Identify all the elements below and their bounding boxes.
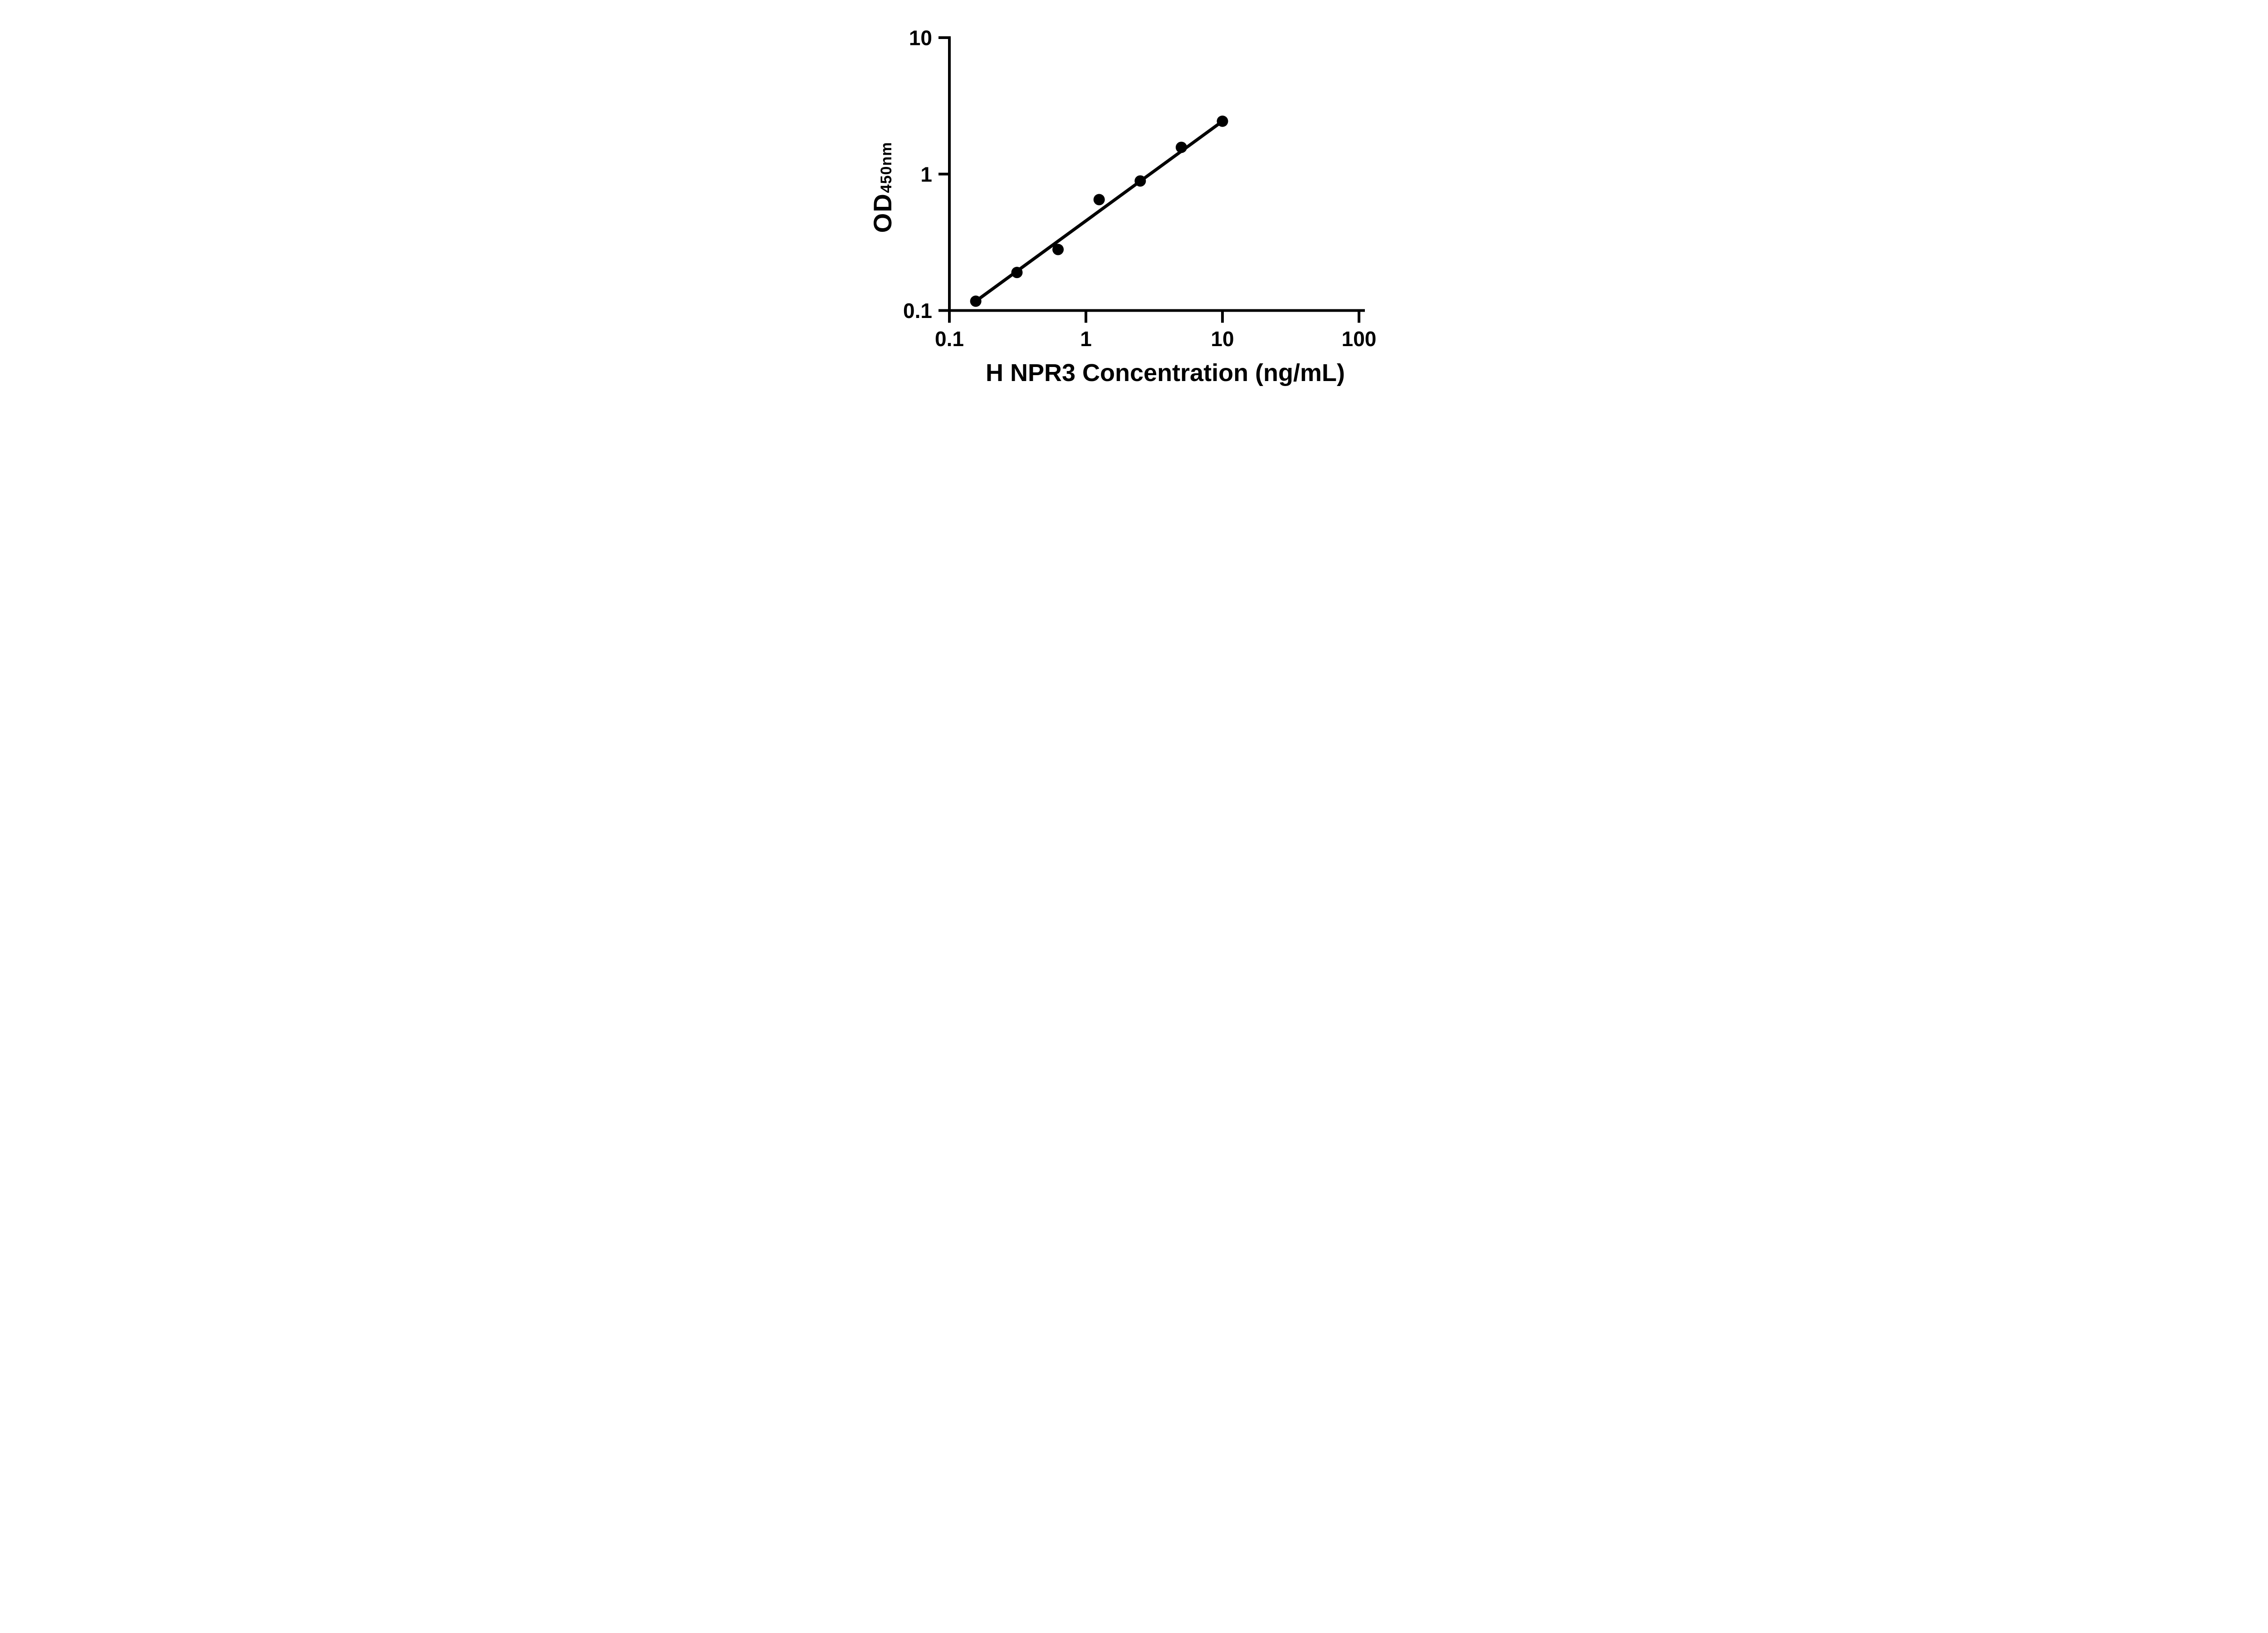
elisa-standard-curve-figure: 0.1 1 10 100 10 1 0.1 H NPR3 Concentration (ng… — [848, 0, 1420, 408]
data-point-3 — [1093, 194, 1105, 205]
chart-canvas: 0.1 1 10 100 10 1 0.1 H NPR3 Concentration (ng… — [868, 26, 1376, 387]
data-point-0 — [970, 295, 982, 307]
y-axis-title: OD450nm — [868, 142, 897, 233]
x-tick-label-0.1: 0.1 — [935, 327, 964, 351]
y-tick-label-10: 10 — [909, 26, 932, 50]
data-point-1 — [1011, 267, 1023, 279]
data-point-5 — [1175, 142, 1187, 153]
data-point-6 — [1217, 115, 1228, 127]
y-tick-label-1: 1 — [920, 162, 932, 186]
y-tick-label-0.1: 0.1 — [903, 299, 932, 323]
y-axis-title-sub: 450nm — [878, 142, 895, 193]
plot-series — [970, 115, 1228, 307]
x-tick-label-1: 1 — [1080, 327, 1092, 351]
x-axis-title: H NPR3 Concentration (ng/mL) — [986, 359, 1345, 386]
data-point-2 — [1052, 244, 1064, 255]
axes: 0.1 1 10 100 10 1 0.1 — [903, 26, 1376, 351]
y-axis-title-main: OD — [868, 193, 897, 233]
x-tick-label-100: 100 — [1342, 327, 1377, 351]
data-point-4 — [1134, 175, 1146, 187]
x-tick-label-10: 10 — [1211, 327, 1234, 351]
